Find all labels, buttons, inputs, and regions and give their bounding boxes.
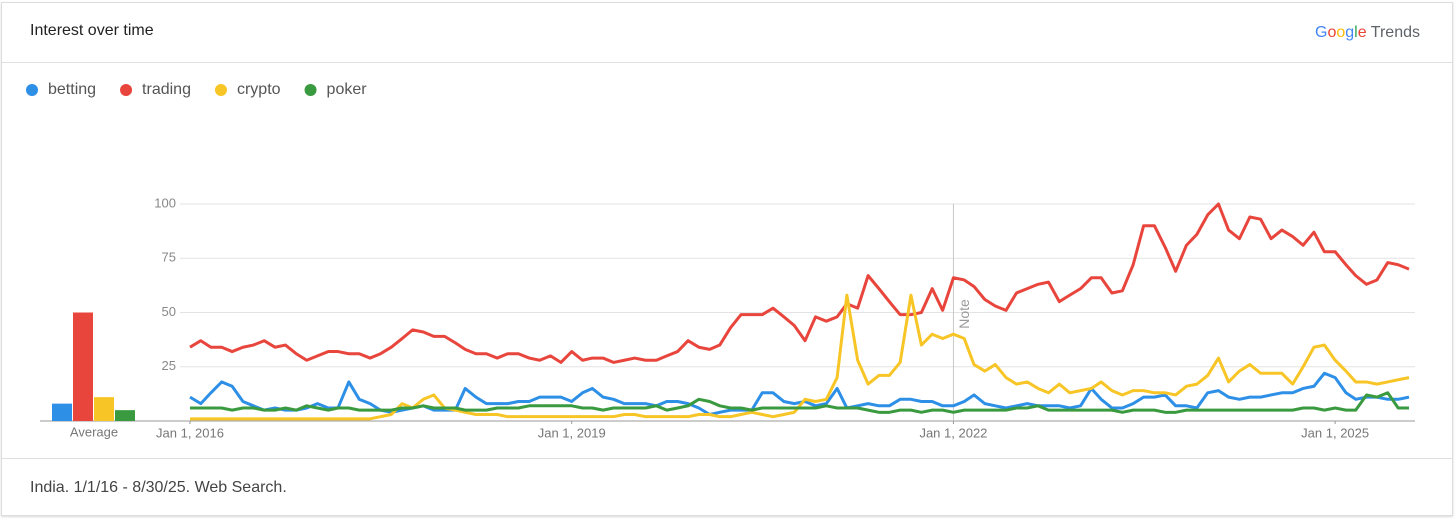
x-tick-label: Jan 1, 2025 bbox=[1301, 425, 1369, 440]
legend-label: betting bbox=[48, 81, 96, 98]
average-bar bbox=[52, 403, 72, 421]
x-tick-label: Jan 1, 2019 bbox=[538, 425, 606, 440]
y-tick-label: 75 bbox=[162, 250, 176, 265]
average-bar bbox=[94, 397, 114, 421]
legend-label: trading bbox=[142, 81, 191, 98]
series-line bbox=[190, 293, 1410, 421]
average-label: Average bbox=[70, 424, 118, 439]
note-label: Note bbox=[956, 299, 972, 329]
x-tick-label: Jan 1, 2022 bbox=[919, 425, 987, 440]
panel-title: Interest over time bbox=[30, 22, 154, 39]
legend-marker bbox=[26, 84, 38, 96]
y-tick-label: 25 bbox=[162, 358, 176, 373]
logo-product: Trends bbox=[1370, 24, 1420, 41]
divider bbox=[2, 458, 1452, 459]
legend-marker bbox=[304, 84, 317, 96]
chart: 25 50 75 100 Jan 1, 2016 Jan 1, 2019 Jan 1, 20… bbox=[26, 81, 1415, 440]
y-tick-label: 50 bbox=[162, 304, 176, 319]
x-tick-label: Jan 1, 2016 bbox=[156, 425, 224, 440]
legend-marker bbox=[214, 84, 227, 96]
logo-brand: Google bbox=[1315, 24, 1367, 41]
average-bar bbox=[115, 410, 135, 421]
footer-note: India. 1/1/16 - 8/30/25. Web Search. bbox=[30, 479, 287, 496]
legend-label: poker bbox=[327, 81, 368, 98]
legend-marker bbox=[120, 84, 133, 96]
y-tick-label: 100 bbox=[154, 195, 176, 210]
series-line bbox=[189, 202, 1410, 364]
series-line bbox=[190, 391, 1409, 414]
divider bbox=[2, 62, 1452, 63]
legend-label: crypto bbox=[237, 81, 281, 98]
logo: Google Trends bbox=[1315, 24, 1420, 42]
average-bar bbox=[73, 312, 93, 421]
